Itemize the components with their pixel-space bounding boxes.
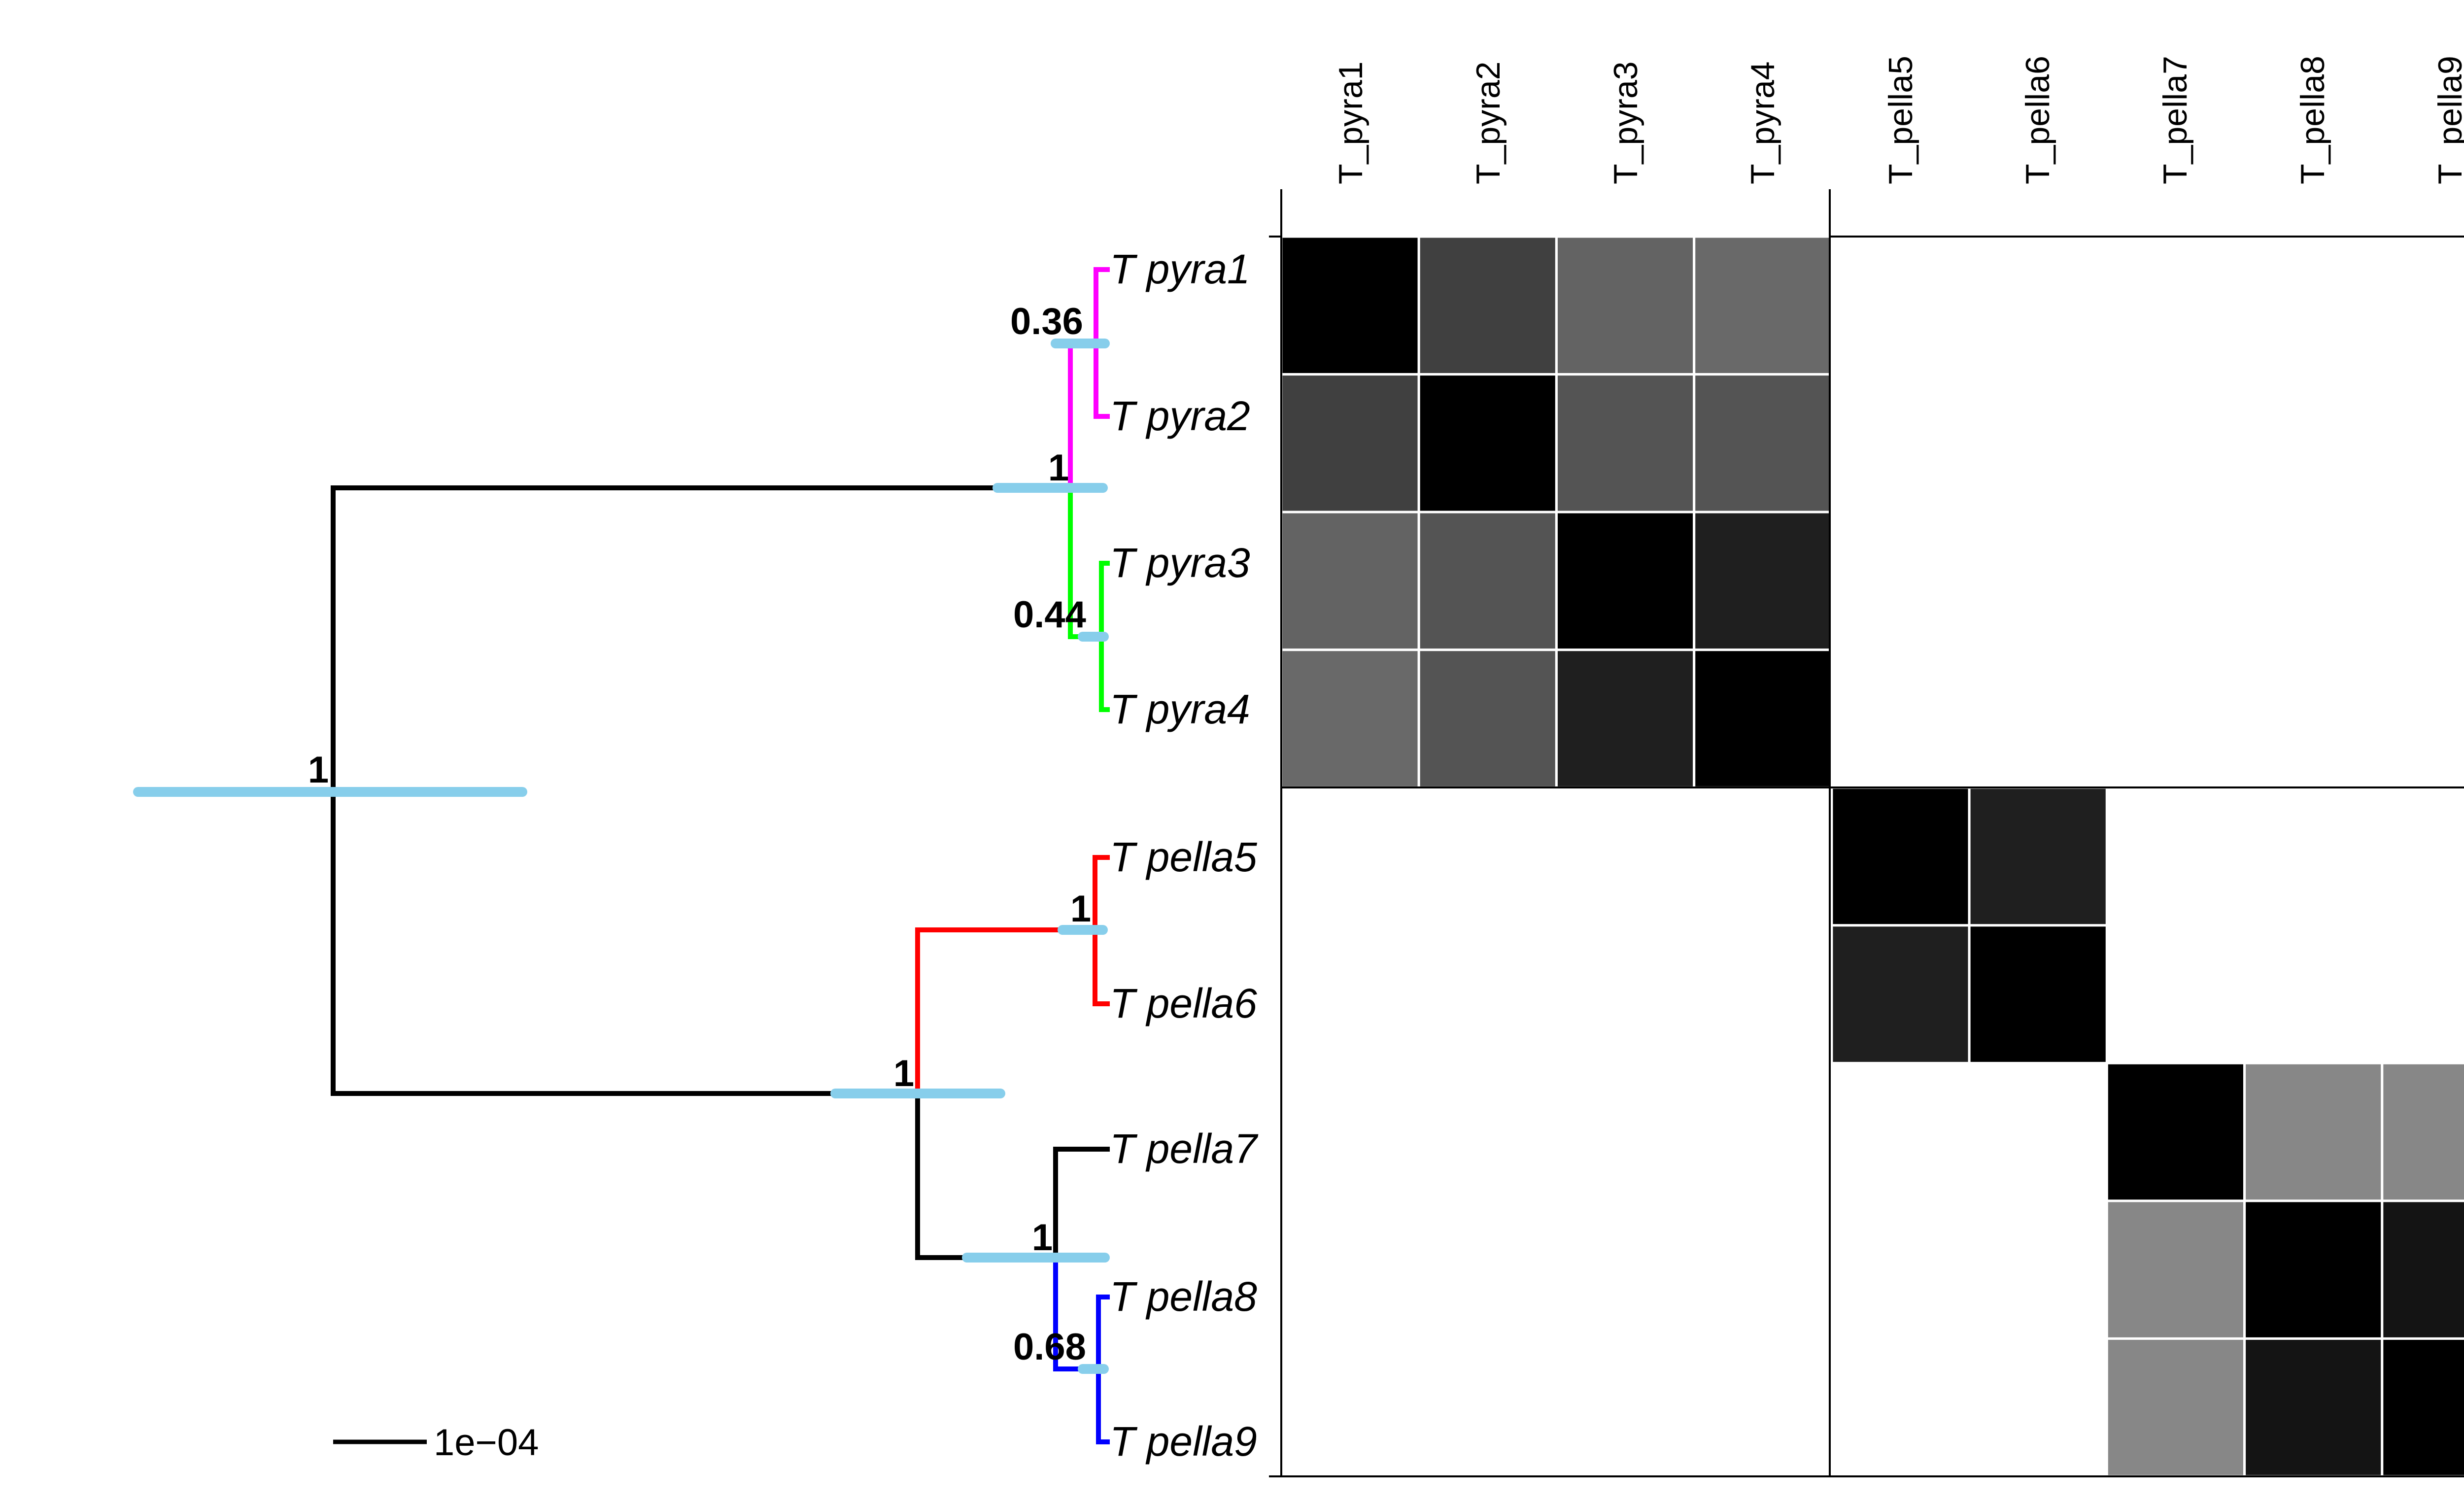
matrix-cell-r1-c4 [1693, 235, 1833, 376]
matrix-cell-r2-c4 [1693, 373, 1833, 513]
tip-label-pella7: T pella7 [1110, 1126, 1259, 1172]
matrix-column-labels: T_pyra1 T_pyra2 T_pyra3 T_pyra4 T_pella5… [1332, 56, 2464, 184]
tip-label-pyra4: T pyra4 [1110, 686, 1250, 732]
support-pyra34: 0.44 [1013, 594, 1086, 636]
matrix-cell-r7-c7 [2105, 1061, 2246, 1202]
branch-tip-pella5 [1093, 855, 1110, 932]
support-pella: 1 [893, 1053, 914, 1094]
matrix-cell-r2-c1 [1280, 373, 1420, 513]
tip-label-pella5: T pella5 [1110, 834, 1257, 880]
column-label-pella6: T_pella6 [2019, 56, 2056, 184]
matrix-cell-r1-c3 [1555, 235, 1696, 376]
branch-tip-pyra2 [1094, 341, 1110, 419]
branch-tip-pyra1 [1094, 267, 1110, 346]
matrix-cell-r4-c4 [1693, 649, 1833, 789]
branch-tip-pyra4 [1099, 634, 1110, 712]
support-pyra12: 0.36 [1010, 301, 1083, 342]
matrix-cell-r4-c2 [1417, 649, 1558, 789]
column-label-pella7: T_pella7 [2156, 56, 2194, 184]
matrix-cell-r8-c9 [2381, 1199, 2464, 1340]
branch-tip-pella7 [1053, 1147, 1110, 1260]
branch-tip-pella6 [1093, 927, 1110, 1006]
matrix-frame [1269, 189, 2464, 1477]
matrix-cell-r3-c3 [1555, 511, 1696, 651]
matrix-cell-r6-c6 [1968, 924, 2108, 1064]
tip-labels: T pyra1 T pyra2 T pyra3 T pyra4 T pella5… [1110, 246, 1259, 1465]
column-label-pyra1: T_pyra1 [1332, 62, 1369, 184]
matrix-cell-r7-c9 [2381, 1061, 2464, 1202]
branch-tip-pyra3 [1099, 561, 1110, 639]
matrix-cell-r1-c2 [1417, 235, 1558, 376]
support-pyra: 1 [1048, 447, 1069, 489]
tip-label-pella9: T pella9 [1110, 1418, 1257, 1465]
tip-label-pyra2: T pyra2 [1110, 393, 1250, 439]
support-pella56: 1 [1070, 888, 1091, 930]
matrix-cells [1280, 235, 2464, 1478]
column-label-pella5: T_pella5 [1882, 56, 1919, 184]
matrix-cell-r8-c7 [2105, 1199, 2246, 1340]
tree-branches [331, 267, 1110, 1444]
branch-tip-pella9 [1096, 1366, 1110, 1444]
branch-root-to-pella [331, 789, 920, 1096]
matrix-cell-r4-c1 [1280, 649, 1420, 789]
matrix-cell-r7-c8 [2243, 1061, 2384, 1202]
column-label-pella8: T_pella8 [2294, 56, 2331, 184]
matrix-cell-r4-c3 [1555, 649, 1696, 789]
tip-label-pella8: T pella8 [1110, 1273, 1257, 1320]
matrix-cell-r8-c8 [2243, 1199, 2384, 1340]
matrix-cell-r2-c2 [1417, 373, 1558, 513]
matrix-cell-r1-c1 [1280, 235, 1420, 376]
column-label-pyra2: T_pyra2 [1470, 62, 1507, 184]
matrix-cell-r3-c2 [1417, 511, 1558, 651]
coancestry-matrix: T_pyra1 T_pyra2 T_pyra3 T_pyra4 T_pella5… [1269, 56, 2464, 1478]
branch-pella-to-pella56 [915, 927, 1097, 1096]
matrix-cell-r9-c9 [2381, 1337, 2464, 1478]
matrix-cell-r9-c7 [2105, 1337, 2246, 1478]
scale-bar: 1e−04 [333, 1422, 539, 1464]
node-interval-bars [133, 339, 1110, 1374]
matrix-cell-r5-c6 [1968, 786, 2108, 927]
matrix-cell-r5-c5 [1830, 786, 1971, 927]
matrix-cell-r2-c3 [1555, 373, 1696, 513]
support-pella89: 0.68 [1013, 1326, 1086, 1368]
scale-bar-label: 1e−04 [434, 1422, 539, 1464]
column-label-pyra4: T_pyra4 [1744, 62, 1781, 184]
branch-pyra-to-pyra12 [1068, 341, 1098, 490]
support-pella789: 1 [1032, 1217, 1053, 1259]
support-root: 1 [308, 749, 329, 791]
matrix-cell-r3-c1 [1280, 511, 1420, 651]
tip-label-pyra3: T pyra3 [1110, 540, 1250, 586]
matrix-cell-r6-c5 [1830, 924, 1971, 1064]
column-label-pyra3: T_pyra3 [1607, 62, 1644, 184]
branch-root-to-pyra [331, 485, 1073, 794]
tip-label-pyra1: T pyra1 [1110, 246, 1250, 292]
tip-label-pella6: T pella6 [1110, 980, 1257, 1026]
column-label-pella9: T_pella9 [2431, 56, 2464, 184]
phylogenetic-tree: 1 1 0.36 0.44 1 1 1 0.68 T pyra1 T pyra2… [133, 246, 1259, 1465]
matrix-cell-r3-c4 [1693, 511, 1833, 651]
matrix-cell-r9-c8 [2243, 1337, 2384, 1478]
branch-tip-pella8 [1096, 1295, 1110, 1371]
node-support-values: 1 1 0.36 0.44 1 1 1 0.68 [308, 301, 1091, 1368]
